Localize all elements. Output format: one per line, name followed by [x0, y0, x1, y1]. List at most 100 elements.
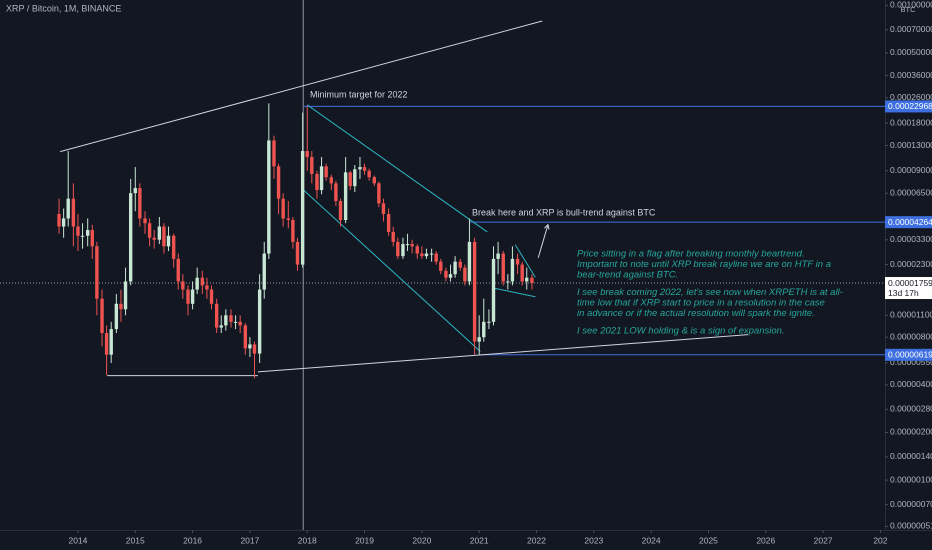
candle-body — [257, 289, 262, 354]
candle-body — [420, 253, 424, 257]
candle-body — [525, 277, 529, 282]
current-price-label: 0.00001759 — [888, 278, 932, 288]
trend-line — [306, 104, 488, 233]
y-tick-label: 0.00100000 — [890, 0, 932, 10]
candle-body — [424, 253, 429, 257]
candle-body — [267, 140, 271, 254]
x-tick-label: 2025 — [699, 535, 718, 545]
candle-body — [85, 230, 90, 236]
candle-body — [281, 198, 285, 219]
chart-title: XRP / Bitcoin, 1M, BINANCE — [6, 3, 121, 13]
candle-body — [133, 188, 137, 194]
y-tick-label: 0.00050000 — [890, 47, 932, 57]
price-label: 0.00000619 — [888, 350, 932, 360]
note-line: in advance or if the actual resolution w… — [577, 308, 815, 319]
candle-body — [90, 230, 94, 247]
candle-body — [57, 214, 61, 227]
trend-line — [514, 244, 536, 278]
candle-body — [429, 253, 434, 255]
candle-body — [109, 329, 113, 355]
candle-body — [243, 325, 248, 349]
candle-body — [386, 214, 391, 232]
candle-body — [128, 193, 133, 282]
candle-body — [219, 325, 223, 328]
candle-body — [143, 218, 147, 224]
candle-body — [80, 235, 85, 237]
y-tick-label: 0.00000550 — [890, 357, 932, 367]
annotation: Break here and XRP is bull-trend against… — [472, 207, 656, 217]
candle-body — [95, 246, 99, 299]
y-tick-label: 0.00000200 — [890, 427, 932, 437]
candle-body — [286, 218, 291, 220]
candle-body — [324, 166, 328, 178]
arrow-head — [544, 223, 550, 230]
candle-body — [405, 244, 410, 246]
y-tick-label: 0.00013000 — [890, 140, 932, 150]
y-tick-label: 0.00000051 — [890, 521, 932, 531]
candle-body — [343, 172, 348, 220]
x-tick-label: 2015 — [126, 535, 145, 545]
candle-body — [444, 270, 448, 278]
candle-body — [367, 170, 371, 178]
x-tick-label: 2017 — [240, 535, 259, 545]
candle-body — [477, 337, 481, 342]
price-label-box — [885, 216, 932, 229]
candle-body — [190, 289, 195, 304]
candle-body — [224, 315, 228, 326]
y-tick-label: 0.00070000 — [890, 24, 932, 34]
x-tick-label: 2026 — [756, 535, 775, 545]
y-tick-label: 0.00006500 — [890, 187, 932, 197]
y-tick-label: 0.00000100 — [890, 474, 932, 484]
candle-body — [66, 198, 70, 219]
y-tick-label: 0.00009000 — [890, 165, 932, 175]
x-tick-label: 2018 — [298, 535, 317, 545]
candle-body — [396, 241, 400, 257]
candle-body — [100, 298, 104, 334]
candle-body — [415, 246, 419, 254]
candle-body — [501, 253, 505, 282]
candle-body — [162, 226, 166, 247]
x-tick-label: 202 — [873, 535, 887, 545]
note-line: I see break coming 2022, let's see now w… — [577, 287, 843, 298]
y-tick-label: 0.00001100 — [890, 310, 932, 320]
y-tick-label: 0.00000280 — [890, 404, 932, 414]
candle-body — [448, 274, 453, 278]
candle-body — [520, 264, 524, 282]
candle-body — [276, 166, 281, 199]
candle-body — [319, 166, 324, 191]
candle-body — [76, 226, 80, 236]
y-tick-label: 0.00003300 — [890, 234, 932, 244]
candle-body — [491, 258, 496, 322]
candle-body — [506, 281, 510, 283]
candle-body — [181, 281, 185, 290]
x-tick-label: 2022 — [527, 535, 546, 545]
candle-body — [157, 226, 162, 240]
candle-body — [123, 281, 128, 310]
countdown-label: 13d 17h — [888, 288, 919, 298]
price-label: 0.00004264 — [888, 217, 932, 227]
candle-body — [171, 235, 176, 259]
candle-body — [377, 183, 381, 204]
candle-body — [262, 253, 266, 290]
candle-body — [334, 183, 338, 202]
x-tick-label: 2023 — [584, 535, 603, 545]
trend-line — [60, 20, 543, 153]
candle-body — [358, 167, 362, 170]
y-tick-label: 0.00000140 — [890, 451, 932, 461]
candle-body — [114, 303, 119, 330]
candle-body — [205, 285, 209, 290]
x-tick-label: 2019 — [355, 535, 374, 545]
price-label: 0.00022968 — [888, 101, 932, 111]
y-tick-label: 0.00036000 — [890, 70, 932, 80]
y-tick-label: 0.00026000 — [890, 92, 932, 102]
x-tick-label: 2027 — [814, 535, 833, 545]
candle-body — [353, 169, 357, 187]
candle-body — [372, 177, 376, 184]
candle-body — [463, 267, 467, 282]
candle-body — [487, 321, 491, 323]
trend-line — [492, 287, 536, 298]
note-line: Important to note until XRP break raylin… — [577, 259, 831, 270]
candle-body — [147, 223, 152, 238]
y-tick-label: 0.00000070 — [890, 499, 932, 509]
